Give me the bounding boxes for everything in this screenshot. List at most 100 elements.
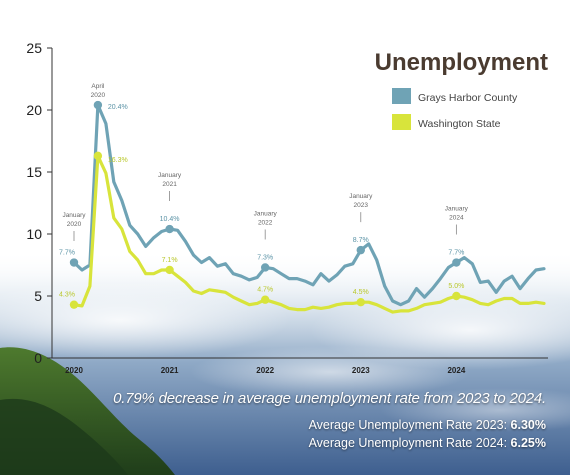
data-point <box>431 302 434 305</box>
x-tick-label: 2020 <box>65 366 83 375</box>
y-tick-label: 5 <box>34 288 42 304</box>
data-point <box>240 275 243 278</box>
annotation-label: 2021 <box>162 181 177 188</box>
data-point <box>312 283 314 286</box>
data-point <box>112 181 115 183</box>
y-tick-label: 10 <box>26 226 42 242</box>
data-point <box>479 302 482 305</box>
annotation-label: January <box>254 210 278 217</box>
data-point <box>280 303 282 306</box>
data-point <box>296 277 298 280</box>
data-point <box>351 262 354 265</box>
data-point <box>208 288 211 291</box>
series-layer <box>69 100 546 314</box>
data-point <box>391 300 394 302</box>
data-point <box>320 307 322 310</box>
data-point <box>224 262 227 265</box>
data-point <box>256 276 259 279</box>
data-point <box>407 310 410 312</box>
labeled-point-marker <box>260 295 270 304</box>
data-point <box>136 233 139 235</box>
data-point <box>144 245 147 248</box>
x-tick-label: 2021 <box>161 366 179 375</box>
data-point <box>423 296 426 299</box>
data-point <box>487 280 490 282</box>
data-point <box>160 269 163 271</box>
x-tick-label: 2024 <box>447 366 465 375</box>
data-label: 4.7% <box>257 287 273 294</box>
data-label: 10.4% <box>160 216 180 223</box>
data-point <box>232 296 235 299</box>
annotation-label: January <box>445 206 469 213</box>
data-point <box>192 290 195 292</box>
data-point <box>160 230 163 233</box>
data-label: 8.7% <box>353 237 369 244</box>
legend-swatch-washington <box>392 114 411 130</box>
labeled-point-marker <box>93 100 103 110</box>
data-point <box>304 280 306 282</box>
data-point <box>423 303 426 306</box>
data-point <box>81 305 83 307</box>
data-point <box>105 122 107 125</box>
data-point <box>312 306 314 309</box>
data-point <box>184 281 187 284</box>
data-point <box>535 301 537 304</box>
legend-label-grays-harbor: Grays Harbor County <box>418 92 518 104</box>
data-point <box>336 303 338 306</box>
data-point <box>280 272 282 275</box>
average-2024-value: 6.25% <box>510 436 546 450</box>
data-point <box>487 303 490 306</box>
labeled-point-marker <box>356 245 365 255</box>
y-tick-label: 0 <box>34 350 42 366</box>
data-point <box>447 266 450 269</box>
data-point <box>200 261 203 264</box>
chart-title: Unemployment <box>375 49 548 76</box>
legend-swatch-grays-harbor <box>392 88 411 104</box>
average-2024: Average Unemployment Rate 2024: 6.25% <box>309 436 546 450</box>
data-point <box>391 311 394 313</box>
annotation-label: January <box>62 212 86 219</box>
data-point <box>136 259 139 261</box>
labeled-point-marker <box>165 224 174 234</box>
labeled-point-marker <box>93 151 103 161</box>
data-point <box>320 272 322 275</box>
data-point <box>503 280 506 282</box>
data-label: 7.3% <box>257 254 273 261</box>
annotation-label: January <box>349 193 373 200</box>
data-point <box>383 285 386 287</box>
y-tick-label: 15 <box>26 164 42 180</box>
data-point <box>128 224 131 227</box>
data-point <box>112 217 115 219</box>
data-point <box>463 256 466 259</box>
data-point <box>144 272 147 275</box>
data-point <box>192 254 195 256</box>
data-point <box>184 240 187 243</box>
data-label-layer: 7.7% 20.4% 10.4% 7.3% 8.7% 7.7% 4.3% 16.3% 7.1% 4… <box>59 104 464 299</box>
data-point <box>471 298 474 301</box>
data-label: 20.4% <box>108 104 128 111</box>
labeled-point-marker <box>165 265 174 275</box>
data-point <box>479 281 482 284</box>
annotation-label: 2020 <box>91 92 106 99</box>
data-point <box>328 306 330 309</box>
data-point <box>120 228 123 230</box>
data-point <box>375 303 378 306</box>
data-point <box>224 291 227 294</box>
data-point <box>89 285 91 287</box>
data-point <box>216 265 219 268</box>
annotation-label: 2020 <box>67 221 82 228</box>
data-label: 7.1% <box>162 257 178 264</box>
average-2023-value: 6.30% <box>510 418 546 432</box>
labeled-point-marker <box>356 298 365 307</box>
data-point <box>208 256 211 259</box>
data-label: 4.5% <box>353 289 369 296</box>
average-2023-label: Average Unemployment Rate 2023: <box>308 418 508 432</box>
labeled-point-marker <box>452 258 461 267</box>
data-point <box>495 291 498 294</box>
data-point <box>272 301 275 304</box>
data-point <box>120 199 123 202</box>
labeled-point-marker <box>260 263 270 272</box>
data-label: 7.7% <box>448 250 464 257</box>
data-point <box>81 269 83 271</box>
